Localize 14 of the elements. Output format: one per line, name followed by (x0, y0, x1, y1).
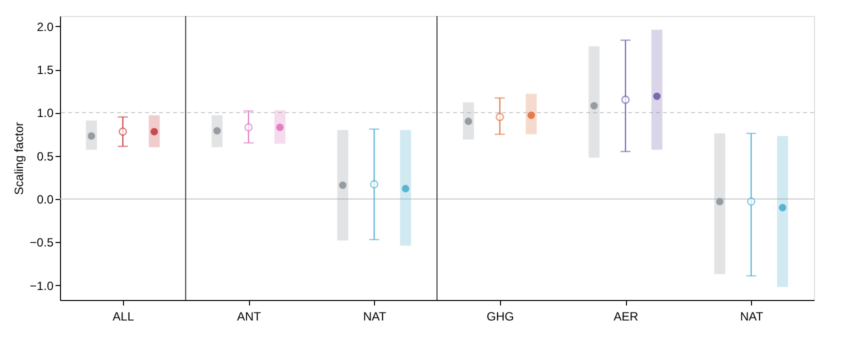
x-tick-label: GHG (486, 310, 514, 324)
y-tick-label: −1.0 (30, 278, 54, 293)
y-tick-label: 1.0 (36, 106, 54, 120)
x-tick-label: AER (614, 310, 639, 324)
y-tick-label: 0.5 (36, 149, 54, 164)
x-tick-label: ALL (112, 310, 134, 324)
y-tick-label: 0.0 (36, 192, 54, 207)
y-tick-label: −0.5 (30, 236, 54, 250)
y-axis-title: Scaling factor (12, 122, 26, 195)
x-tick-label: ANT (237, 310, 262, 324)
x-tick-label: NAT (740, 310, 764, 324)
y-tick-label: 1.5 (36, 63, 54, 78)
x-tick-label: NAT (363, 310, 387, 324)
y-tick-label: 2.0 (36, 20, 54, 34)
